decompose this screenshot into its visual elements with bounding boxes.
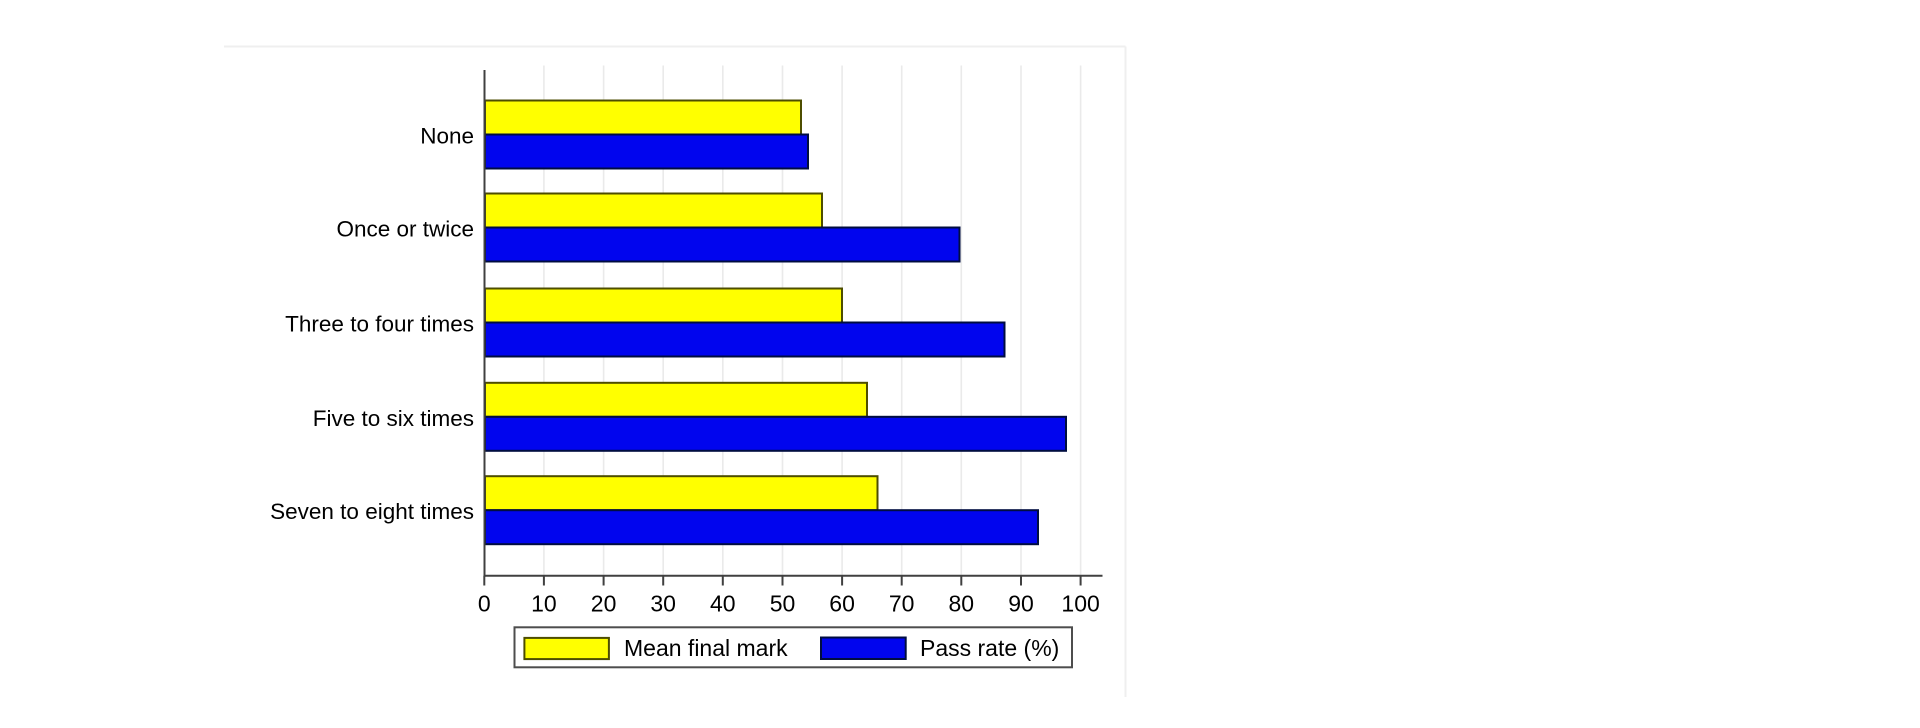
svg-text:Five to six times: Five to six times (313, 406, 474, 431)
svg-text:None: None (420, 124, 474, 149)
svg-text:90: 90 (1008, 591, 1034, 617)
svg-text:10: 10 (531, 591, 557, 617)
svg-text:30: 30 (650, 591, 676, 617)
svg-text:80: 80 (949, 591, 975, 617)
svg-text:40: 40 (710, 591, 736, 617)
svg-text:Seven to eight times: Seven to eight times (270, 499, 474, 524)
svg-text:0: 0 (478, 591, 491, 617)
svg-text:100: 100 (1061, 591, 1099, 617)
svg-text:Pass rate (%): Pass rate (%) (920, 635, 1059, 661)
svg-text:Mean final mark: Mean final mark (624, 635, 788, 661)
svg-text:60: 60 (829, 591, 855, 617)
svg-text:70: 70 (889, 591, 915, 617)
svg-text:50: 50 (770, 591, 796, 617)
svg-text:Once or twice: Once or twice (336, 217, 474, 242)
svg-text:Three to four times: Three to four times (285, 312, 474, 337)
svg-text:20: 20 (591, 591, 617, 617)
